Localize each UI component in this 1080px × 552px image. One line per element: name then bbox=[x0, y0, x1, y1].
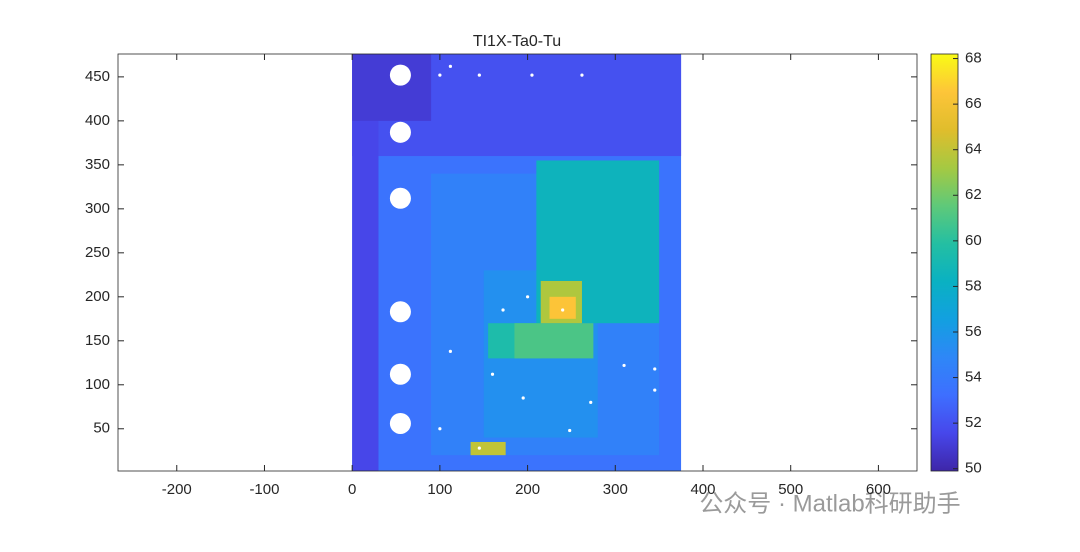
colorbar-tick-label: 52 bbox=[965, 414, 982, 431]
sensor-point bbox=[477, 73, 481, 77]
y-tick-label: 300 bbox=[85, 200, 110, 217]
colorbar-tick-label: 64 bbox=[965, 141, 982, 158]
y-tick-label: 450 bbox=[85, 68, 110, 85]
y-tick-label: 50 bbox=[93, 420, 110, 437]
sensor-point bbox=[521, 396, 525, 400]
x-tick-label: -100 bbox=[249, 481, 279, 498]
sensor-point bbox=[622, 363, 626, 368]
colorbar-tick-label: 60 bbox=[965, 232, 982, 249]
sensor-point bbox=[653, 388, 657, 392]
x-tick-label: 100 bbox=[427, 481, 452, 498]
colorbar-tick-label: 66 bbox=[965, 95, 982, 112]
sensor-point bbox=[438, 73, 442, 77]
mounting-hole bbox=[389, 301, 411, 323]
mounting-hole bbox=[389, 187, 411, 209]
mounting-hole bbox=[389, 64, 411, 86]
sensor-point bbox=[477, 446, 481, 450]
sensor-point bbox=[653, 367, 657, 371]
x-tick-label: 400 bbox=[690, 481, 715, 498]
x-tick-label: 300 bbox=[603, 481, 628, 498]
mounting-hole bbox=[389, 121, 411, 143]
sensor-point bbox=[589, 400, 593, 404]
colorbar-tick-label: 62 bbox=[965, 186, 982, 203]
colorbar-tick-label: 50 bbox=[965, 460, 982, 477]
colorbar-tick-label: 58 bbox=[965, 277, 982, 294]
x-tick-label: 600 bbox=[866, 481, 891, 498]
sensor-point bbox=[568, 428, 572, 433]
sensor-point bbox=[490, 372, 495, 376]
y-tick-label: 250 bbox=[85, 244, 110, 261]
sensor-point bbox=[580, 73, 584, 77]
x-tick-label: 200 bbox=[515, 481, 540, 498]
x-tick-label: -200 bbox=[162, 481, 192, 498]
sensor-point bbox=[448, 349, 453, 353]
x-tick-label: 0 bbox=[348, 481, 356, 498]
y-tick-label: 200 bbox=[85, 288, 110, 305]
heat-region bbox=[514, 323, 594, 359]
x-tick-label: 500 bbox=[778, 481, 803, 498]
y-tick-label: 100 bbox=[85, 376, 110, 393]
colorbar-tick-label: 54 bbox=[965, 369, 982, 386]
y-tick-label: 150 bbox=[85, 332, 110, 349]
sensor-point bbox=[525, 295, 530, 299]
heat-region bbox=[470, 441, 506, 456]
watermark: 公众号 · Matlab科研助手 bbox=[699, 490, 960, 517]
sensor-point bbox=[438, 427, 442, 431]
colorbar-tick-label: 68 bbox=[965, 50, 982, 67]
colorbar bbox=[930, 53, 959, 472]
sensor-point bbox=[448, 64, 453, 68]
sensor-point bbox=[530, 73, 534, 77]
sensor-point bbox=[561, 308, 565, 312]
heat-region bbox=[352, 54, 379, 471]
mounting-hole bbox=[389, 412, 411, 435]
heat-region bbox=[549, 296, 576, 319]
axes-box bbox=[117, 53, 918, 472]
y-tick-label: 350 bbox=[85, 156, 110, 173]
y-tick-label: 400 bbox=[85, 112, 110, 129]
mounting-hole bbox=[389, 363, 411, 385]
colorbar-tick-label: 56 bbox=[965, 323, 982, 340]
sensor-point bbox=[501, 308, 505, 312]
chart-title: TI1X-Ta0-Tu bbox=[473, 33, 561, 50]
heat-region bbox=[352, 54, 432, 121]
